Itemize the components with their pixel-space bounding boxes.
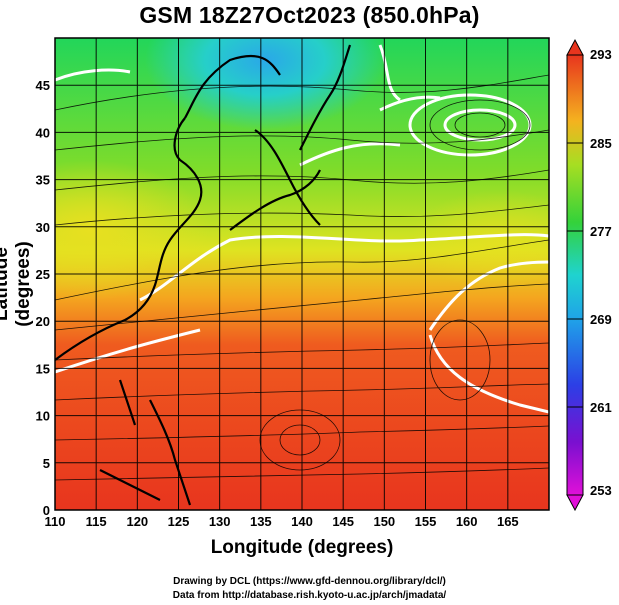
chart-title: GSM 18Z27Oct2023 (850.0hPa) — [139, 2, 480, 28]
y-tick-label: 35 — [36, 173, 50, 188]
colorbar-tick-label: 269 — [590, 312, 612, 327]
x-tick-label: 135 — [250, 514, 272, 529]
colorbar-top-arrow — [566, 38, 584, 56]
x-tick-label: 125 — [168, 514, 190, 529]
colorbar-tick-label: 285 — [590, 136, 612, 151]
x-tick-label: 160 — [456, 514, 478, 529]
y-tick-label: 20 — [36, 314, 50, 329]
x-tick-label: 150 — [373, 514, 395, 529]
isotherm-contours — [55, 44, 549, 414]
colorbar — [566, 38, 584, 512]
x-tick-label: 165 — [497, 514, 519, 529]
colorbar-tick-label: 293 — [590, 47, 612, 62]
colorbar-ticks: 293 285 277 269 261 253 — [567, 47, 612, 498]
plot-frame — [54, 37, 550, 511]
x-tick-label: 115 — [86, 514, 107, 529]
x-tick-label: 140 — [291, 514, 313, 529]
y-axis-label: Latitude (degrees) — [0, 241, 34, 327]
temperature-field — [55, 38, 549, 510]
y-axis: 0 5 10 15 20 25 30 35 40 45 — [36, 78, 50, 518]
y-tick-label: 0 — [43, 503, 50, 518]
colorbar-tick-label: 277 — [590, 224, 612, 239]
colorbar-tick-label: 253 — [590, 483, 612, 498]
colorbar-bottom-arrow — [566, 494, 584, 512]
y-tick-label: 25 — [36, 267, 50, 282]
x-tick-label: 145 — [332, 514, 354, 529]
credit-line-1: Drawing by DCL (https://www.gfd-dennou.o… — [173, 576, 446, 587]
colorbar-gradient — [566, 54, 584, 496]
x-axis: 110 115 120 125 130 135 140 145 150 155 160 165 — [45, 514, 519, 529]
colorbar-tick-label: 261 — [590, 400, 612, 415]
x-tick-label: 110 — [45, 514, 66, 529]
credit-line-2: Data from http://database.rish.kyoto-u.a… — [172, 590, 447, 601]
y-tick-label: 40 — [36, 125, 50, 140]
y-tick-label: 45 — [36, 78, 50, 93]
x-tick-label: 130 — [209, 514, 231, 529]
x-tick-label: 155 — [415, 514, 437, 529]
x-tick-label: 120 — [126, 514, 148, 529]
y-tick-label: 30 — [36, 220, 50, 235]
y-tick-label: 5 — [43, 456, 50, 471]
x-axis-label: Longitude (degrees) — [210, 537, 394, 558]
y-tick-label: 15 — [36, 361, 50, 376]
y-tick-label: 10 — [36, 409, 50, 424]
